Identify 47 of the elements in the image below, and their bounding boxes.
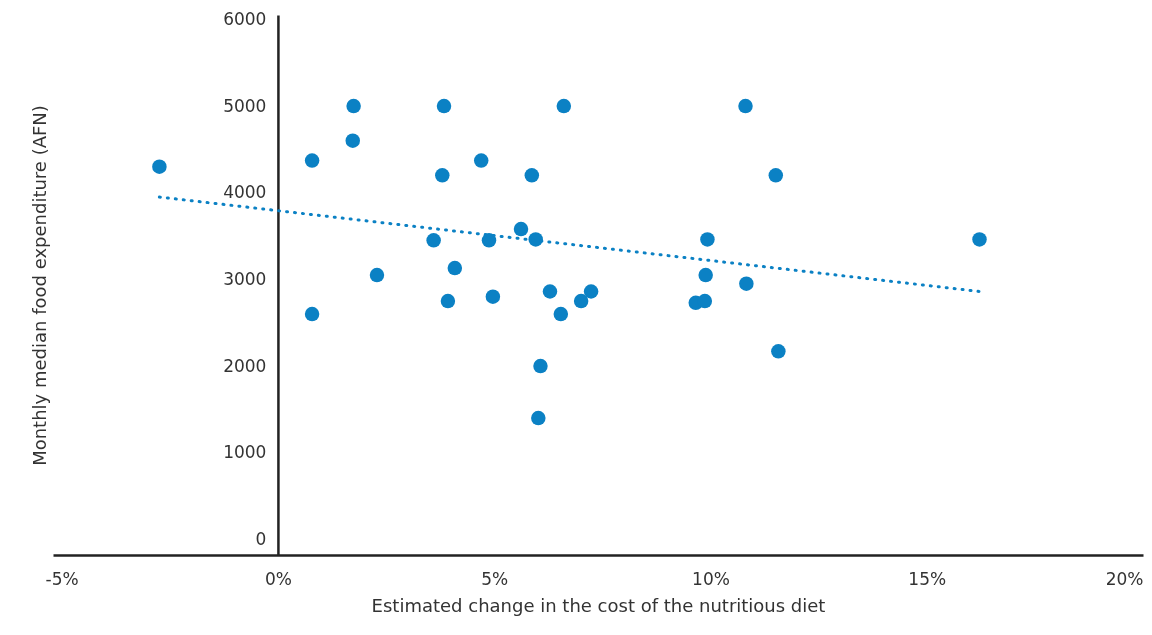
- point: [435, 168, 450, 183]
- y-tick-label: 6000: [223, 8, 267, 29]
- point: [972, 232, 987, 247]
- point: [513, 221, 529, 237]
- point: [739, 276, 754, 291]
- point: [152, 159, 167, 174]
- point: [447, 260, 463, 276]
- point: [700, 232, 715, 247]
- x-axis-title: Estimated change in the cost of the nutritious diet: [371, 594, 826, 616]
- point: [473, 153, 489, 168]
- x-tick-label: 15%: [908, 568, 947, 589]
- point: [528, 232, 543, 247]
- y-tick-label: 2000: [223, 355, 267, 376]
- x-tick-label: 20%: [1105, 568, 1144, 589]
- point: [697, 293, 713, 309]
- y-tick-label: 4000: [223, 182, 267, 203]
- point: [481, 233, 497, 248]
- point: [440, 293, 456, 309]
- point: [346, 98, 361, 114]
- point: [426, 233, 441, 248]
- y-tick-label: 5000: [223, 95, 267, 116]
- point: [698, 267, 713, 283]
- point: [768, 168, 784, 183]
- point: [583, 284, 599, 299]
- point: [556, 98, 572, 114]
- y-tick-label: 1000: [223, 442, 267, 463]
- x-tick-label: 5%: [481, 568, 509, 589]
- point: [533, 358, 548, 374]
- y-tick-label: 0: [255, 528, 267, 549]
- point: [345, 133, 360, 148]
- x-tick-label: 10%: [692, 568, 730, 589]
- point: [524, 168, 540, 183]
- point: [485, 289, 501, 304]
- y-tick-label: 3000: [223, 268, 267, 289]
- x-tick-label: -5%: [45, 568, 79, 589]
- point: [738, 98, 753, 114]
- point: [542, 284, 558, 299]
- point: [304, 153, 320, 168]
- point: [553, 306, 569, 322]
- y-axis-title: Monthly median food expenditure (AFN): [28, 105, 50, 466]
- point: [436, 98, 452, 114]
- point: [573, 293, 589, 309]
- point: [771, 344, 786, 359]
- point: [304, 306, 320, 322]
- point: [369, 267, 385, 283]
- x-tick-label: 0%: [264, 568, 292, 589]
- point: [531, 410, 546, 426]
